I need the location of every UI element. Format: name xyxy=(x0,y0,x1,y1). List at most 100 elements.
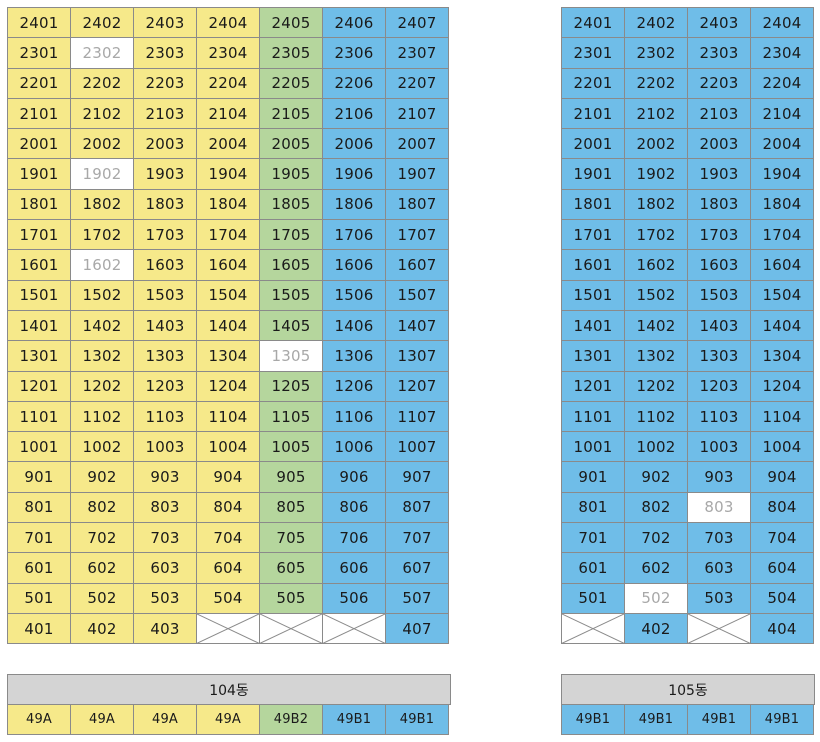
unit-cell: 1207 xyxy=(386,371,449,402)
unit-cell: 1504 xyxy=(197,280,260,311)
unit-cell: 803 xyxy=(688,492,751,524)
unit-cell: 2305 xyxy=(260,38,323,69)
unit-cell: 502 xyxy=(71,583,134,614)
unit-cell: 1201 xyxy=(562,371,625,402)
unit-table: 2401 2402 2403 2404 2301 2302 2303 2304 2201 2202… xyxy=(561,7,814,645)
unit-cell: 804 xyxy=(751,492,814,524)
building-105-name: 105동 xyxy=(668,682,708,699)
unit-cell: 1303 xyxy=(688,341,751,372)
unit-cell: 1901 xyxy=(8,159,71,190)
unit-cell: 702 xyxy=(71,523,134,554)
unit-cell: 1301 xyxy=(562,341,625,372)
unit-cell: 1404 xyxy=(751,310,814,342)
unit-cell: 1301 xyxy=(8,341,71,372)
unit-cell: 1205 xyxy=(260,371,323,402)
unit-cell: 1305 xyxy=(260,341,323,372)
unit-cell: 1403 xyxy=(688,310,751,342)
unit-type-cell: 49A xyxy=(8,705,71,735)
unit-cell: 706 xyxy=(323,523,386,554)
empty-unit-cross-icon xyxy=(688,613,750,644)
unit-cell: 1502 xyxy=(71,280,134,311)
unit-cell: 703 xyxy=(688,523,751,554)
unit-cell: 2301 xyxy=(8,38,71,69)
unit-cell: 2204 xyxy=(197,68,260,99)
unit-cell: 604 xyxy=(197,553,260,584)
unit-cell: 507 xyxy=(386,583,449,614)
unit-cell: 703 xyxy=(134,523,197,554)
unit-cell: 2302 xyxy=(71,38,134,69)
unit-cell: 1904 xyxy=(197,159,260,190)
unit-cell: 1003 xyxy=(688,432,751,463)
unit-cell: 1004 xyxy=(197,432,260,463)
unit-cell: 1603 xyxy=(688,250,751,281)
unit-cell: 902 xyxy=(71,462,134,493)
unit-cell: 402 xyxy=(625,613,688,645)
unit-cell: 1704 xyxy=(197,220,260,251)
unit-type-cell: 49A xyxy=(134,705,197,735)
unit-cell: 2102 xyxy=(625,98,688,130)
empty-unit-cross-icon xyxy=(197,613,259,644)
unit-cell: 1906 xyxy=(323,159,386,190)
unit-cell: 501 xyxy=(8,583,71,614)
unit-cell: 906 xyxy=(323,462,386,493)
unit-cell: 2401 xyxy=(8,8,71,39)
unit-cell: 801 xyxy=(8,492,71,524)
unit-cell: 1902 xyxy=(625,159,688,190)
unit-cell: 1801 xyxy=(562,189,625,221)
unit-cell: 2004 xyxy=(751,129,814,160)
empty-unit-cross-icon xyxy=(323,613,385,644)
unit-cell: 2402 xyxy=(625,8,688,39)
unit-cell: 1007 xyxy=(386,432,449,463)
unit-cell: 504 xyxy=(751,583,814,614)
empty-unit-cell xyxy=(562,613,625,645)
unit-cell: 2207 xyxy=(386,68,449,99)
unit-cell: 1203 xyxy=(134,371,197,402)
unit-cell: 1802 xyxy=(71,189,134,221)
unit-cell: 2404 xyxy=(197,8,260,39)
unit-cell: 1204 xyxy=(751,371,814,402)
building-105-unit-grid: 2401 2402 2403 2404 2301 2302 2303 2304 2201 2202… xyxy=(561,7,814,645)
unit-cell: 1304 xyxy=(197,341,260,372)
unit-cell: 1704 xyxy=(751,220,814,251)
empty-unit-cell xyxy=(323,613,386,645)
unit-cell: 1407 xyxy=(386,310,449,342)
unit-cell: 1907 xyxy=(386,159,449,190)
unit-cell: 1101 xyxy=(8,401,71,433)
unit-cell: 1307 xyxy=(386,341,449,372)
unit-cell: 1107 xyxy=(386,401,449,433)
unit-cell: 2401 xyxy=(562,8,625,39)
unit-cell: 1507 xyxy=(386,280,449,311)
unit-cell: 2003 xyxy=(134,129,197,160)
unit-cell: 604 xyxy=(751,553,814,584)
unit-cell: 1604 xyxy=(197,250,260,281)
unit-cell: 2104 xyxy=(751,98,814,130)
unit-cell: 805 xyxy=(260,492,323,524)
unit-cell: 1106 xyxy=(323,401,386,433)
unit-cell: 2404 xyxy=(751,8,814,39)
unit-cell: 1601 xyxy=(8,250,71,281)
unit-cell: 707 xyxy=(386,523,449,554)
unit-cell: 1804 xyxy=(751,189,814,221)
unit-cell: 802 xyxy=(71,492,134,524)
unit-cell: 1703 xyxy=(134,220,197,251)
unit-cell: 2302 xyxy=(625,38,688,69)
unit-cell: 2107 xyxy=(386,98,449,130)
unit-cell: 1502 xyxy=(625,280,688,311)
unit-cell: 2306 xyxy=(323,38,386,69)
unit-cell: 1506 xyxy=(323,280,386,311)
unit-cell: 504 xyxy=(197,583,260,614)
building-105-label: 105동 xyxy=(561,674,815,705)
unit-cell: 1504 xyxy=(751,280,814,311)
unit-cell: 1705 xyxy=(260,220,323,251)
unit-cell: 1904 xyxy=(751,159,814,190)
unit-cell: 2005 xyxy=(260,129,323,160)
unit-cell: 2102 xyxy=(71,98,134,130)
unit-type-cell: 49B1 xyxy=(688,705,751,735)
unit-cell: 2007 xyxy=(386,129,449,160)
unit-cell: 1006 xyxy=(323,432,386,463)
unit-cell: 1606 xyxy=(323,250,386,281)
unit-cell: 1402 xyxy=(625,310,688,342)
unit-cell: 1805 xyxy=(260,189,323,221)
unit-cell: 2406 xyxy=(323,8,386,39)
unit-type-cell: 49B1 xyxy=(386,705,449,735)
